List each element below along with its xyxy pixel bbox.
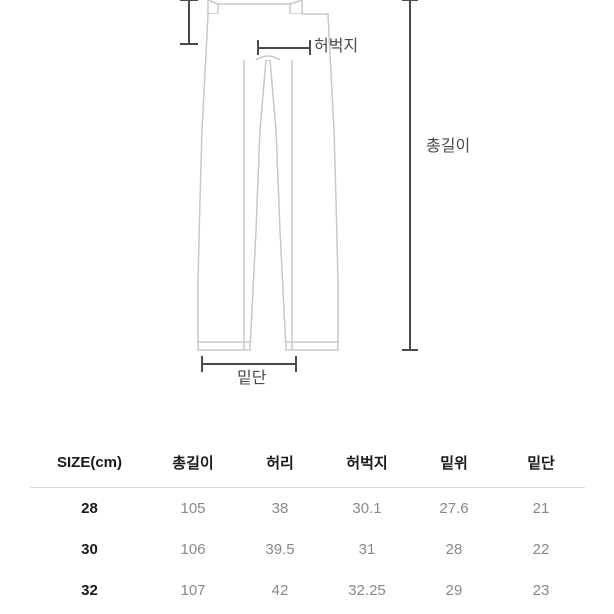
table-header-row: SIZE(cm) 총길이 허리 허벅지 밑위 밑단 <box>30 440 585 488</box>
cell-val: 21 <box>498 488 585 530</box>
cell-size: 32 <box>30 570 150 611</box>
header-col: 허벅지 <box>324 440 411 488</box>
cell-val: 106 <box>150 529 237 570</box>
cell-val: 107 <box>150 570 237 611</box>
pants-diagram: 허벅지 총길이 밑단 <box>0 0 614 410</box>
cell-val: 32.25 <box>324 570 411 611</box>
cell-val: 30.1 <box>324 488 411 530</box>
cell-val: 31 <box>324 529 411 570</box>
cell-size: 30 <box>30 529 150 570</box>
header-col: 허리 <box>237 440 324 488</box>
header-col: 밑단 <box>498 440 585 488</box>
pants-svg <box>0 0 614 410</box>
cell-val: 27.6 <box>411 488 498 530</box>
table-row: 32 107 42 32.25 29 23 <box>30 570 585 611</box>
cell-size: 28 <box>30 488 150 530</box>
cell-val: 39.5 <box>237 529 324 570</box>
label-total-length: 총길이 <box>426 132 470 156</box>
label-thigh: 허벅지 <box>314 32 358 56</box>
label-hem: 밑단 <box>237 364 266 388</box>
header-size: SIZE(cm) <box>30 440 150 488</box>
cell-val: 23 <box>498 570 585 611</box>
cell-val: 28 <box>411 529 498 570</box>
cell-val: 22 <box>498 529 585 570</box>
size-table: SIZE(cm) 총길이 허리 허벅지 밑위 밑단 28 105 38 30.1… <box>30 440 585 611</box>
table-row: 30 106 39.5 31 28 22 <box>30 529 585 570</box>
header-col: 밑위 <box>411 440 498 488</box>
cell-val: 29 <box>411 570 498 611</box>
cell-val: 42 <box>237 570 324 611</box>
cell-val: 38 <box>237 488 324 530</box>
header-col: 총길이 <box>150 440 237 488</box>
cell-val: 105 <box>150 488 237 530</box>
table-row: 28 105 38 30.1 27.6 21 <box>30 488 585 530</box>
